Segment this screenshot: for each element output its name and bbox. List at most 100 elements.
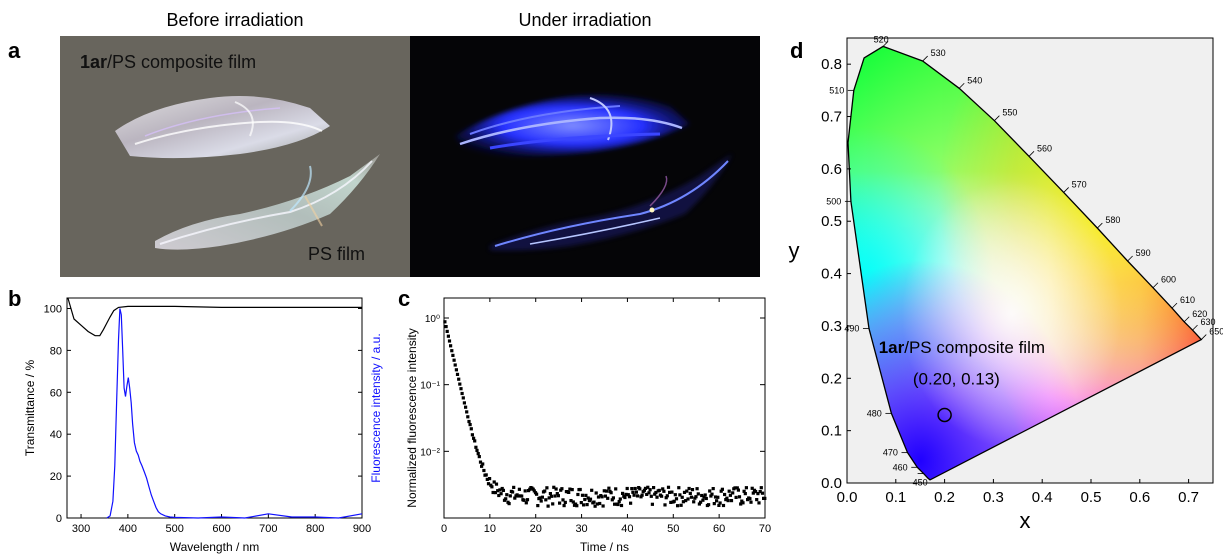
decay-point — [472, 436, 476, 440]
wavelength-label: 460 — [893, 462, 908, 472]
wavelength-label: 450 — [913, 478, 928, 488]
y-axis-label: Normalized fluorescence intensity — [405, 328, 419, 507]
decay-point — [475, 448, 479, 452]
decay-point — [619, 503, 624, 508]
x-tick-label: 600 — [212, 523, 230, 535]
panel-d-letter: d — [790, 38, 804, 63]
wavelength-tick — [1183, 316, 1190, 323]
decay-point — [576, 492, 580, 497]
wavelength-label: 540 — [967, 75, 982, 85]
decay-point — [649, 494, 653, 498]
decay-point — [664, 496, 668, 500]
y-tick-label: 10⁰ — [425, 314, 440, 325]
decay-point — [647, 491, 651, 495]
wavelength-label: 470 — [883, 448, 898, 458]
y-axis-label: y — [789, 238, 800, 263]
decay-point — [707, 503, 711, 507]
wavelength-tick — [922, 55, 928, 62]
x-axis-label: Wavelength / nm — [170, 540, 260, 554]
decay-point — [716, 495, 720, 499]
decay-point — [562, 504, 566, 508]
decay-point — [749, 500, 753, 504]
decay-point — [586, 496, 590, 500]
decay-point — [561, 498, 565, 502]
decay-point — [605, 489, 609, 493]
decay-point — [686, 497, 690, 501]
decay-point — [655, 495, 659, 499]
decay-point — [444, 325, 448, 329]
decay-point — [709, 494, 713, 498]
decay-point — [736, 488, 740, 492]
decay-point — [606, 496, 610, 500]
decay-point — [701, 498, 705, 502]
decay-point — [702, 495, 706, 499]
decay-point — [523, 489, 527, 493]
decay-point — [551, 502, 555, 506]
decay-point — [687, 486, 691, 491]
x-tick-label: 300 — [72, 523, 90, 535]
decay-point — [464, 405, 468, 409]
decay-point — [650, 502, 654, 506]
decay-point — [525, 498, 530, 502]
decay-point — [588, 497, 593, 501]
decay-point — [469, 427, 473, 431]
decay-point — [482, 468, 486, 473]
decay-point — [548, 492, 552, 496]
decay-point — [750, 486, 754, 490]
decay-point — [634, 490, 638, 494]
x-tick-label: 900 — [353, 523, 371, 535]
x-axis-label: x — [1020, 508, 1031, 533]
decay-point — [447, 339, 452, 343]
y-tick-label: 0.0 — [821, 475, 842, 492]
wavelength-tick — [1028, 151, 1035, 157]
x-tick-label: 30 — [575, 523, 587, 535]
transmittance-line — [67, 297, 362, 337]
decay-point — [627, 495, 632, 499]
decay-point — [520, 494, 524, 498]
decay-point — [603, 494, 607, 498]
decay-point — [697, 502, 701, 506]
y-axis-label-right: Fluorescence intensity / a.u. — [369, 333, 383, 482]
x-tick-label: 50 — [667, 523, 679, 535]
x-tick-label: 0.4 — [1032, 489, 1053, 506]
decay-point — [757, 501, 761, 505]
x-tick-label: 0.5 — [1081, 489, 1102, 506]
decay-point — [633, 486, 637, 491]
y-tick-label: 0.6 — [821, 161, 842, 178]
decay-point — [739, 502, 743, 506]
x-tick-label: 500 — [166, 523, 184, 535]
composite-film-glowing — [455, 94, 690, 157]
decay-point — [470, 433, 474, 437]
decay-point — [555, 492, 559, 496]
decay-point — [682, 490, 687, 494]
decay-point — [461, 396, 465, 400]
wavelength-label: 510 — [829, 85, 844, 95]
decay-point — [719, 489, 723, 493]
decay-point — [455, 372, 460, 376]
decay-point — [494, 482, 499, 486]
decay-point — [695, 487, 699, 491]
wavelength-label: 650 — [1209, 327, 1223, 337]
decay-point — [645, 492, 649, 496]
x-tick-label: 400 — [119, 523, 137, 535]
decay-point — [646, 485, 650, 489]
decay-point — [476, 452, 480, 456]
decay-point — [596, 495, 601, 499]
decay-point — [594, 491, 598, 495]
decay-point — [731, 491, 735, 495]
decay-point — [452, 358, 456, 362]
panel-b-letter: b — [8, 286, 22, 311]
decay-point — [728, 493, 732, 497]
decay-point — [710, 492, 714, 496]
decay-point — [733, 486, 737, 490]
decay-point — [662, 489, 666, 493]
decay-point — [485, 477, 489, 481]
photo-title-before: Before irradiation — [166, 10, 304, 30]
decay-point — [755, 498, 759, 502]
decay-point — [583, 497, 587, 502]
decay-point — [631, 490, 635, 494]
decay-point — [712, 502, 716, 506]
wavelength-tick — [1063, 187, 1069, 193]
decay-point — [711, 487, 715, 491]
label-composite-film: 1ar/PS composite film — [80, 52, 256, 72]
